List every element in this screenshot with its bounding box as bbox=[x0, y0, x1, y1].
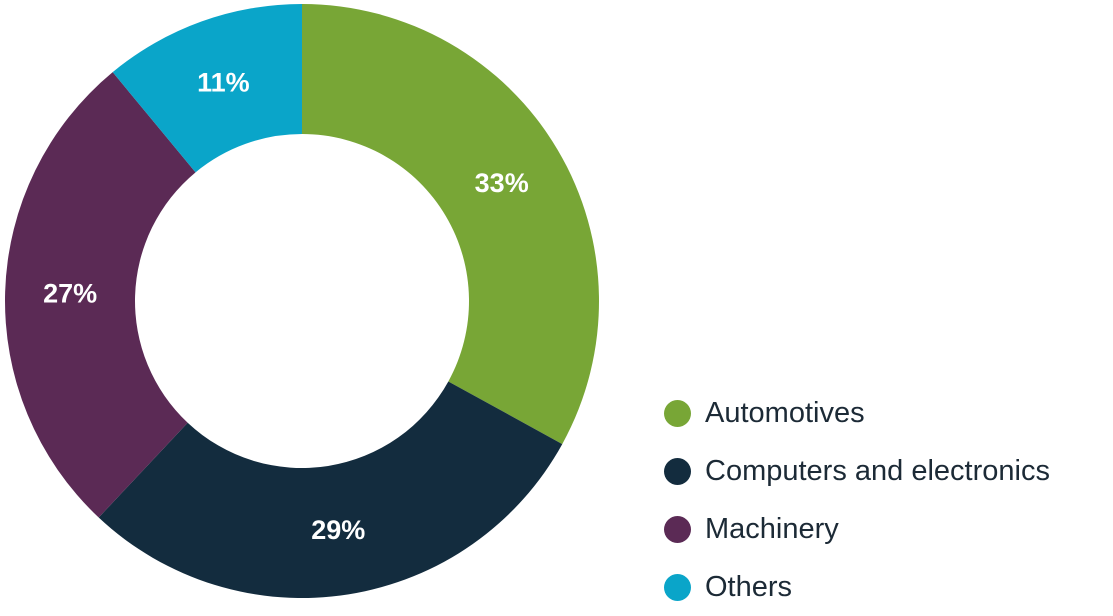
legend-label-others: Others bbox=[705, 570, 793, 603]
donut-slice-labels: 33% 29% 27% 11% bbox=[43, 68, 529, 545]
legend-label-computers-and-electronics: Computers and electronics bbox=[705, 454, 1050, 487]
legend-item-automotives: Automotives bbox=[664, 384, 1050, 442]
slice-label-others: 11% bbox=[197, 68, 250, 98]
legend-label-machinery: Machinery bbox=[705, 512, 839, 545]
legend-swatch-computers-and-electronics bbox=[664, 457, 691, 485]
legend-item-machinery: Machinery bbox=[664, 500, 1050, 558]
legend-swatch-others bbox=[664, 573, 691, 601]
donut-slices bbox=[4, 4, 599, 598]
legend-item-others: Others bbox=[664, 558, 1050, 616]
donut-chart: 33% 29% 27% 11% bbox=[4, 4, 599, 598]
legend-swatch-machinery bbox=[664, 515, 691, 543]
legend-label-automotives: Automotives bbox=[705, 396, 865, 429]
slice-label-computers-and-electronics: 29% bbox=[311, 515, 365, 545]
chart-legend: Automotives Computers and electronics Ma… bbox=[664, 384, 1050, 616]
slice-label-machinery: 27% bbox=[43, 279, 97, 309]
slice-label-automotives: 33% bbox=[475, 168, 529, 198]
slice-machinery bbox=[4, 72, 196, 518]
legend-swatch-automotives bbox=[664, 399, 691, 427]
slice-automotives bbox=[302, 4, 599, 445]
legend-item-computers-and-electronics: Computers and electronics bbox=[664, 442, 1050, 500]
slice-others bbox=[112, 4, 302, 173]
slice-computers-and-electronics bbox=[98, 381, 563, 598]
